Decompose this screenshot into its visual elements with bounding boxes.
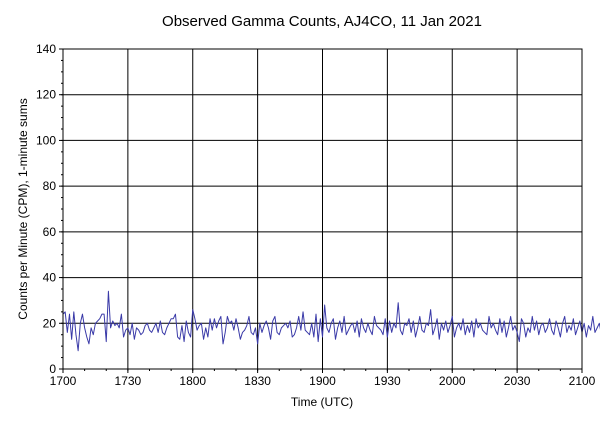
grid-lines: [63, 49, 582, 369]
x-tick-label: 1930: [374, 374, 401, 388]
y-tick-label: 140: [36, 42, 56, 56]
axis-ticks: [59, 48, 583, 373]
x-tick-label: 2030: [504, 374, 531, 388]
y-tick-label: 40: [43, 271, 57, 285]
y-axis-label: Counts per Minute (CPM), 1-minute sums: [16, 98, 30, 319]
y-tick-label: 0: [49, 362, 56, 376]
y-tick-labels: 0 20 40 60 80 100 120 140: [36, 42, 56, 376]
y-tick-label: 20: [43, 316, 57, 330]
y-tick-label: 120: [36, 88, 56, 102]
x-axis-label: Time (UTC): [291, 395, 353, 409]
y-tick-label: 100: [36, 133, 56, 147]
x-tick-label: 1830: [244, 374, 271, 388]
x-tick-label: 2100: [569, 374, 596, 388]
x-tick-label: 1730: [115, 374, 142, 388]
series-layer: [62, 290, 600, 352]
x-tick-label: 1800: [179, 374, 206, 388]
x-tick-label: 1700: [50, 374, 77, 388]
x-tick-labels: 1700 1730 1800 1830 1900 1930 2000 2030 2100: [50, 374, 596, 388]
x-tick-label: 1900: [309, 374, 336, 388]
x-tick-label: 2000: [439, 374, 466, 388]
y-tick-label: 80: [43, 179, 57, 193]
y-tick-label: 60: [43, 225, 57, 239]
chart-title: Observed Gamma Counts, AJ4CO, 11 Jan 202…: [162, 13, 482, 30]
counts-series-line: [62, 290, 600, 352]
